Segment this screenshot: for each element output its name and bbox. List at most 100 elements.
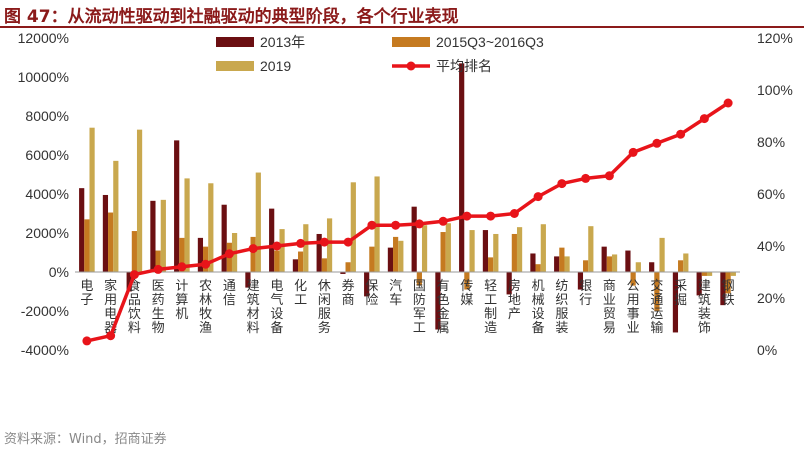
rank-point [367,220,377,230]
bar [416,272,422,286]
category-char: 汽 [389,279,402,294]
category-char: 算 [175,293,188,308]
bar [493,233,499,272]
bar [326,218,333,273]
bar [672,272,679,333]
rank-point [106,331,116,341]
bar [108,212,114,272]
category-char: 筑 [247,292,260,308]
bar [89,127,95,272]
category-char: 材 [247,307,260,322]
category-char: 事 [627,307,640,322]
category-char: 交 [650,278,663,294]
category-char: 有 [437,279,450,294]
rank-point [699,114,709,124]
right-tick-label: 0% [757,342,777,358]
bar [364,272,370,297]
category-label: 公用事业 [627,279,640,336]
category-char: 装 [555,321,568,336]
category-label: 家用电器 [104,278,117,336]
bar [136,129,143,272]
category-char: 料 [128,321,141,336]
rank-point [129,270,139,280]
category-label: 医药生物 [152,279,165,336]
category-char: 银 [579,279,592,294]
legend: 2013年 2015Q3~2016Q3 2019 平均排名 [216,34,544,74]
category-label: 有色金属 [437,279,450,336]
bar [208,183,214,272]
category-char: 防 [413,292,426,308]
chart-area: -4000% -2000% 0% 2000% 4000% 6000% 8000% 10000%… [18,30,793,358]
bar [84,219,90,272]
bar [720,272,726,306]
category-char: 料 [247,321,260,336]
bar [654,272,660,311]
rank-point [153,264,163,274]
rank-point [486,211,496,221]
category-char: 设 [270,307,283,322]
bar [464,272,470,290]
source-note: 资料来源：Wind，招商证券 [4,432,167,447]
rank-point [391,220,401,230]
category-char: 钢 [722,279,735,294]
category-char: 地 [508,293,521,308]
bar [469,230,475,272]
bar [530,253,536,272]
category-char: 媒 [460,293,473,308]
bar [340,272,346,274]
bar [635,262,641,272]
category-char: 闲 [318,293,331,308]
category-char: 工 [294,293,307,308]
bar [421,225,428,272]
category-char: 电 [80,279,93,294]
bar [179,237,185,273]
bar [393,236,399,272]
category-char: 建 [247,279,260,294]
chart-title: 图 47：从流动性驱动到社融驱动的典型阶段，各个行业表现 [4,7,459,27]
category-char: 牧 [199,307,212,322]
category-char: 备 [270,320,283,336]
category-char: 保 [365,279,378,294]
category-label: 休闲服务 [318,279,331,336]
category-label: 国防军工 [413,279,426,336]
category-label: 传媒 [460,279,473,308]
category-char: 生 [152,307,165,322]
bar [554,256,560,272]
legend-swatch [216,37,254,47]
category-char: 贸 [603,307,616,322]
category-char: 轻 [484,279,497,294]
bar [221,204,227,272]
bar [150,200,156,272]
bars [79,63,736,333]
bar [611,254,618,272]
category-char: 药 [152,293,165,308]
rank-point [581,173,591,183]
category-char: 色 [437,292,450,308]
bar [274,250,280,272]
category-char: 行 [579,293,592,308]
category-char: 织 [555,293,568,308]
bar [445,223,451,272]
category-char: 用 [627,293,640,308]
category-char: 商 [342,293,355,308]
category-char: 务 [318,320,331,336]
category-label: 采掘 [674,279,687,308]
bar [516,227,523,272]
bar [435,272,441,330]
rank-point [462,211,472,221]
legend-label: 2019 [260,58,291,74]
bar [540,224,546,272]
bar [440,232,446,272]
category-char: 电 [104,307,117,322]
category-char: 备 [532,320,545,336]
bar [250,236,256,272]
category-label: 通信 [223,279,236,308]
bar [245,272,251,288]
left-tick-label: 4000% [25,186,69,202]
category-char: 休 [318,279,331,294]
rank-line [86,101,730,343]
category-label: 农林牧渔 [199,279,212,336]
left-tick-label: 12000% [18,30,69,46]
category-char: 装 [698,307,711,322]
category-char: 商 [603,279,616,294]
